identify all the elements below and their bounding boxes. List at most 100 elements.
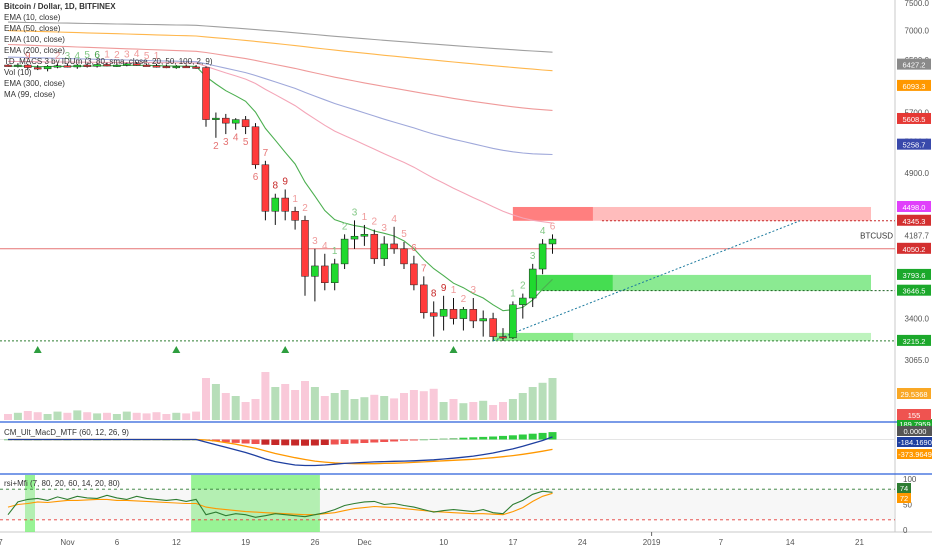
macd-hist-bar (291, 439, 300, 446)
macd-hist-bar (281, 439, 290, 446)
macd-hist-bar (390, 439, 399, 442)
candle-body (123, 63, 131, 66)
time-tick-label: 6 (115, 538, 120, 547)
candle-body (449, 309, 458, 319)
candle-body (231, 119, 240, 124)
price-badge (897, 200, 931, 212)
candle-body (499, 336, 507, 339)
volume-bar (53, 411, 62, 420)
candle-body (380, 243, 388, 260)
volume-bar (479, 400, 488, 420)
price-zone (512, 206, 871, 221)
macd-badge-label: -184.1690 (898, 438, 932, 447)
candle-body (93, 64, 101, 67)
td-label: 1 (510, 288, 516, 299)
td-label: 3 (381, 223, 387, 234)
volume-bar (449, 399, 458, 420)
rsi-badge-label: 74 (900, 484, 908, 493)
trendline (492, 220, 801, 342)
volume-bar (538, 382, 547, 420)
time-tick-label: 12 (172, 538, 181, 547)
candle-body (390, 243, 398, 250)
price-badge (897, 138, 931, 150)
macd-hist-bar (271, 439, 280, 445)
volume-bar (489, 405, 498, 420)
legend-item[interactable]: MA (99, close) (4, 90, 56, 99)
td-label: 2 (213, 141, 219, 152)
volume-bar (162, 414, 171, 420)
price-zone-core (532, 274, 613, 291)
legend-item[interactable]: EMA (10, close) (4, 13, 61, 22)
legend-item[interactable]: EMA (100, close) (4, 35, 65, 44)
macd-hist-bar (409, 439, 418, 441)
volume-bar (182, 413, 191, 420)
td-label: 9 (25, 51, 31, 62)
td-label: 2 (372, 217, 378, 228)
candle-body (222, 117, 230, 124)
macd-hist-bar (310, 439, 319, 446)
legend-item[interactable]: TD_MACS 3 by IDUm (3, 80, sma, close, 20… (4, 57, 213, 66)
legend-item[interactable]: EMA (50, close) (4, 24, 61, 33)
rsi-title: rsi+Mfi (7, 80, 20, 60, 14, 20, 80) (4, 479, 120, 488)
time-tick-label: 2019 (643, 538, 661, 547)
macd-hist-bar (360, 439, 369, 443)
symbol-title: Bitcoin / Dollar, 1D, BITFINEX (4, 2, 116, 11)
price-badge-label: 5608.5 (903, 115, 926, 124)
macd-hist-bar (449, 438, 458, 440)
price-tick-label: 7000.0 (905, 27, 930, 36)
td-label: 1 (104, 50, 110, 61)
candle-body (291, 211, 299, 221)
macd-hist-bar (439, 438, 448, 440)
td-label: 5 (401, 229, 407, 240)
candle-body (14, 64, 22, 67)
macd-hist-bar (241, 439, 250, 444)
legend-item[interactable]: EMA (300, close) (4, 79, 65, 88)
candle-body (4, 64, 12, 67)
legend-item[interactable]: EMA (200, close) (4, 46, 65, 55)
candle-body (528, 268, 537, 299)
candle-body (330, 263, 339, 283)
volume-bar (211, 384, 220, 420)
macd-hist-bar (518, 434, 527, 440)
rsi-badge (897, 493, 911, 503)
candle-body (43, 66, 52, 70)
volume-bar (340, 390, 349, 420)
volume-bar (320, 396, 329, 420)
candle-body (83, 64, 91, 67)
volume-bar (330, 393, 339, 420)
macd-badge (897, 437, 932, 447)
td-label: 3 (223, 137, 229, 148)
last-price-symbol: BTCUSD (860, 231, 893, 240)
price-badge (897, 79, 931, 91)
price-tick-label: 3400.0 (905, 315, 930, 324)
td-label: 7 (263, 148, 269, 159)
macd-hist-bar (231, 439, 240, 443)
macd-hist-bar (459, 437, 468, 440)
price-badge-label: 3215.2 (903, 337, 926, 346)
macd-hist-bar (419, 439, 428, 441)
volume-bar (548, 378, 557, 420)
ma-line (7, 43, 553, 111)
volume-bar (202, 378, 210, 420)
td-label: 4 (540, 226, 546, 237)
legend-item[interactable]: Vol (10) (4, 68, 32, 77)
macd-line (8, 436, 553, 467)
volume-bar (103, 412, 111, 420)
price-badge (897, 58, 931, 70)
macd-hist-bar (538, 432, 547, 440)
macd-badge-label: -373.9649 (898, 450, 932, 459)
candle-body (420, 284, 428, 314)
volume-bar (291, 390, 300, 420)
volume-bar (499, 402, 507, 420)
candle-body (340, 238, 349, 265)
price-badge-label: 3646.5 (903, 287, 926, 296)
price-tick-label: 3065.0 (905, 356, 930, 365)
volume-bar (390, 398, 399, 420)
macd-hist-bar (350, 439, 359, 444)
volume-bar (459, 403, 468, 420)
td-label: 4 (75, 51, 81, 62)
td-label: 9 (441, 283, 447, 294)
price-badge (897, 214, 931, 226)
macd-hist-bar (330, 439, 339, 445)
